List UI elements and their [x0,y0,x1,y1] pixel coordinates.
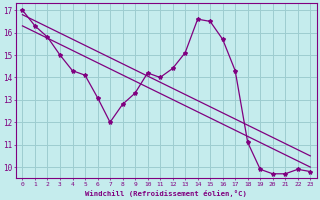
X-axis label: Windchill (Refroidissement éolien,°C): Windchill (Refroidissement éolien,°C) [85,190,247,197]
